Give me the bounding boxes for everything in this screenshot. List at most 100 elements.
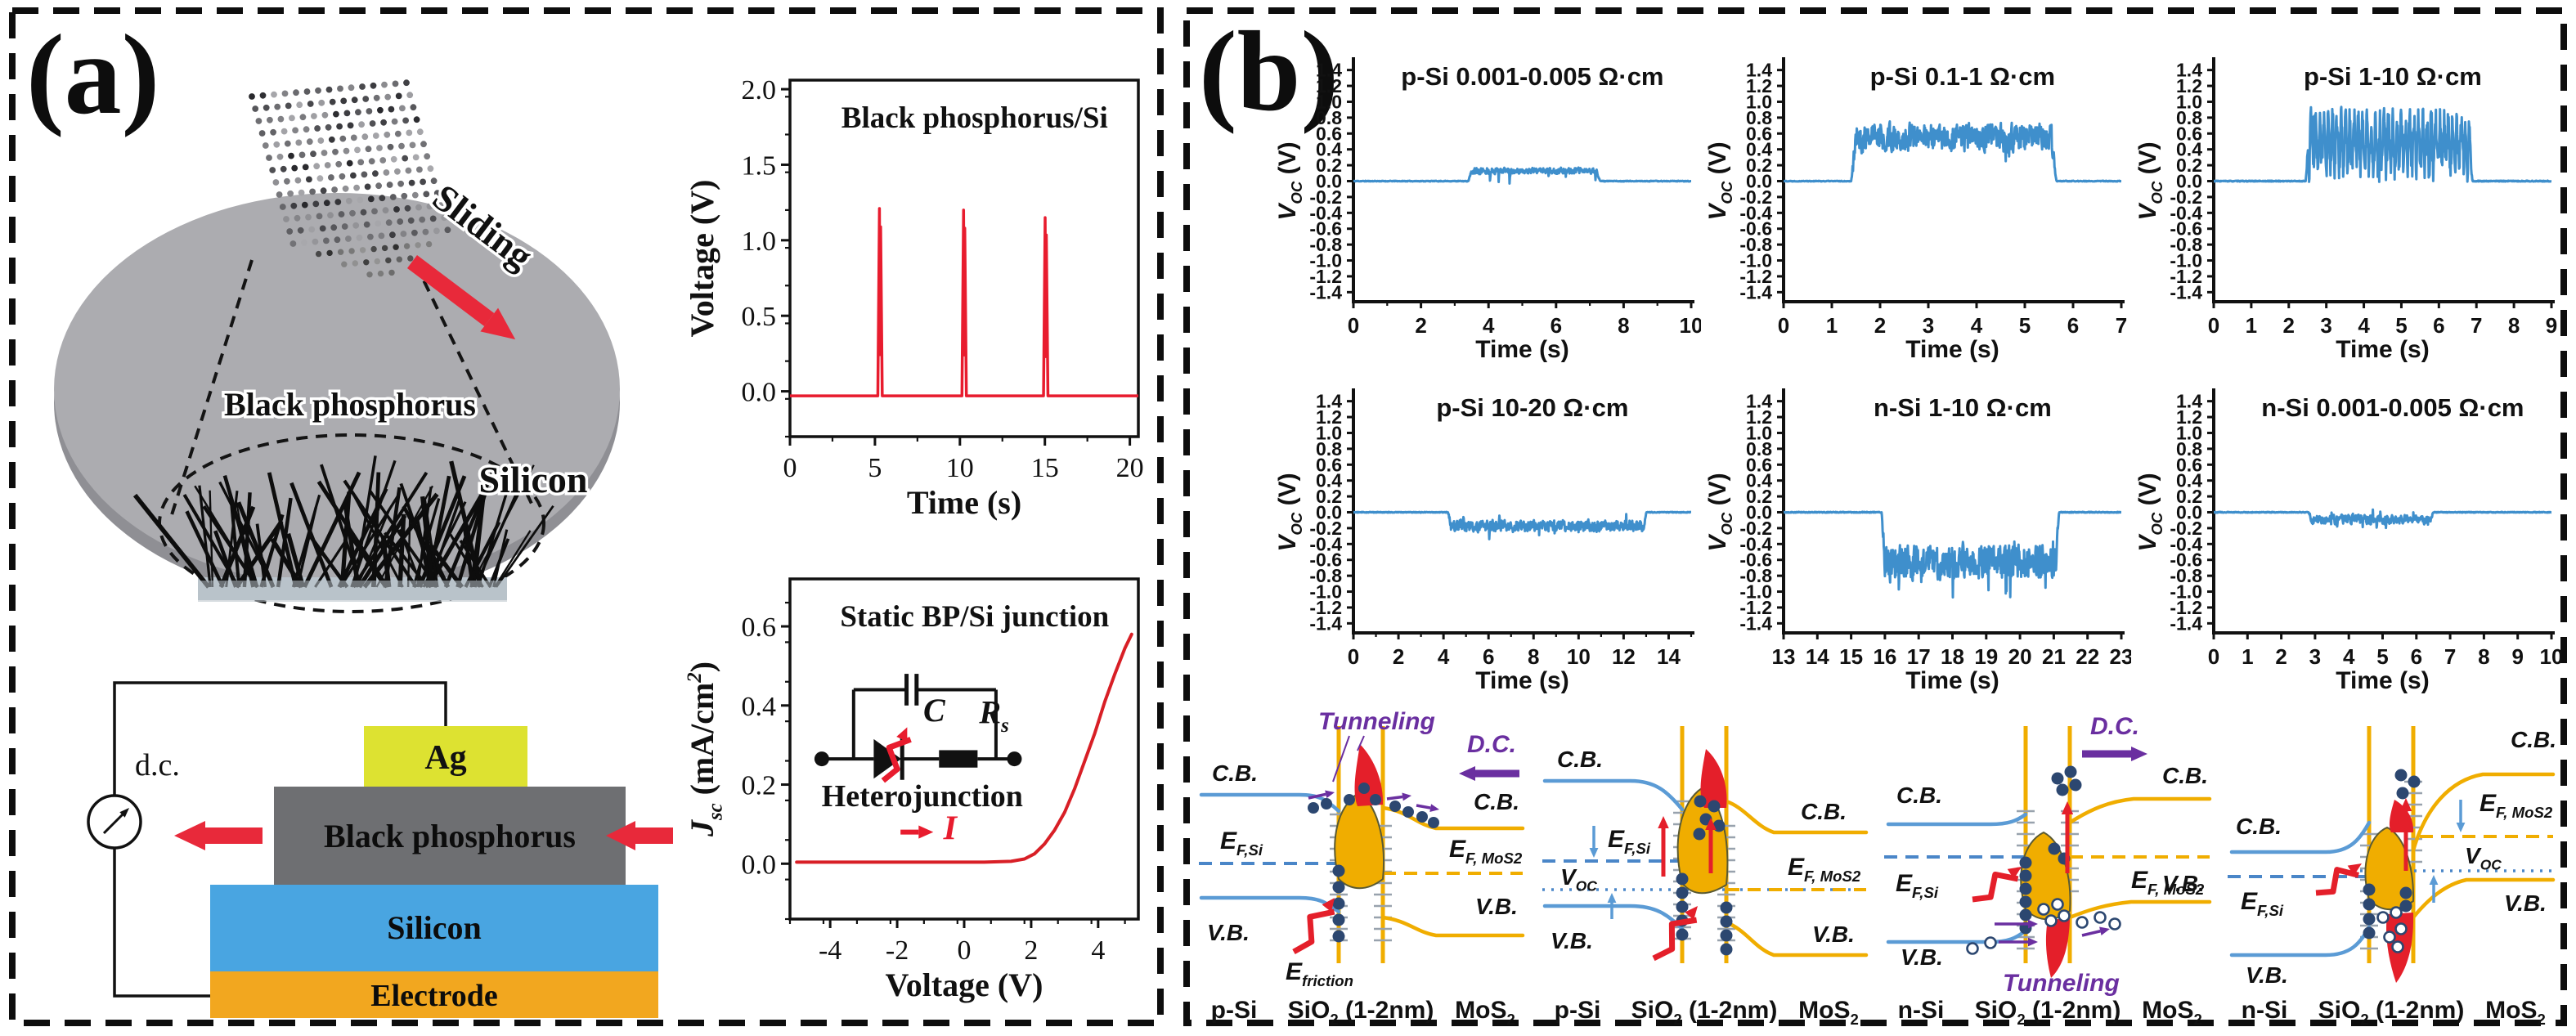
svg-text:5: 5 (2376, 644, 2388, 669)
svg-text:EF,Si: EF,Si (2241, 888, 2284, 919)
svg-text:Heterojunction: Heterojunction (822, 779, 1023, 814)
svg-text:-4: -4 (819, 935, 841, 966)
y-axis-label: VOC (V) (1706, 473, 1735, 551)
svg-text:-0.6: -0.6 (1739, 549, 1772, 571)
svg-text:MoS2: MoS2 (2142, 997, 2202, 1026)
chart-svg-p-si-0001-0005: 0 2 4 6 8 101.41.21.00.80.60.40.20.0-0.2-0.4-… (1274, 57, 1703, 363)
band-diagram-n-si-tunneling: D.C. Tunneling C.B. EF,Si V.B. C.B. EF, MoS2 V.… (1876, 703, 2218, 1028)
svg-text:Rs: Rs (978, 694, 1008, 737)
svg-text:0.0: 0.0 (2176, 502, 2202, 523)
svg-text:1.4: 1.4 (1316, 60, 1342, 81)
svg-text:1.2: 1.2 (2176, 75, 2202, 96)
svg-text:-0.2: -0.2 (1739, 518, 1772, 539)
svg-text:17: 17 (1907, 644, 1931, 669)
svg-text:7: 7 (2444, 644, 2456, 669)
chart-static-jv: -4 -2 0 2 4 0.0 0.2 0.4 0.6 Static BP/Si junction… (684, 553, 1151, 1011)
svg-text:0.0: 0.0 (2176, 171, 2202, 192)
svg-text:8: 8 (1528, 644, 1539, 669)
svg-text:0.8: 0.8 (1316, 107, 1342, 128)
svg-text:0.2: 0.2 (1316, 486, 1342, 507)
svg-text:p-Si: p-Si (1555, 997, 1601, 1024)
svg-text:V.B.: V.B. (1475, 894, 1518, 919)
svg-text:5: 5 (2019, 313, 2031, 338)
svg-text:1.0: 1.0 (1316, 422, 1342, 443)
x-axis-label: Time (s) (1475, 667, 1568, 694)
chart-p-si-0001-0005: 0 2 4 6 8 10 1.4 1.2 1.0 0.8 0.6 0.4 0.2 0.0 -0.2 -0.4-… (1274, 36, 1703, 367)
svg-text:2: 2 (1874, 313, 1886, 338)
svg-text:EF, MoS2: EF, MoS2 (1449, 836, 1523, 867)
svg-text:5: 5 (868, 453, 882, 483)
svg-text:4: 4 (2358, 313, 2370, 338)
svg-text:4: 4 (2343, 644, 2355, 669)
panel-b-label: (b) (1199, 8, 1340, 135)
svg-text:5: 5 (2395, 313, 2407, 338)
svg-text:4: 4 (1091, 935, 1105, 966)
magnifier-cone-right (414, 262, 535, 508)
svg-text:13: 13 (1772, 644, 1796, 669)
axes: 13 14 15 16 17 18 19 20 21 22 23 1.41.21.00.80.60.4… (1739, 388, 2133, 669)
svg-text:1.2: 1.2 (1316, 75, 1342, 96)
svg-text:23: 23 (2110, 644, 2131, 669)
svg-text:-1.2: -1.2 (1739, 266, 1772, 287)
sliding-arrow-left (174, 821, 263, 850)
sliding-arrow-right (606, 821, 673, 850)
svg-text:1.0: 1.0 (1746, 422, 1772, 443)
axes: 0 2 4 6 8 10 12 141.41.21.00.80.60.40.20.0-0.2-… (1309, 388, 1694, 669)
svg-text:0.6: 0.6 (1746, 454, 1772, 475)
svg-text:8: 8 (1618, 313, 1629, 338)
svg-text:2: 2 (2275, 644, 2287, 669)
svg-text:1: 1 (2246, 313, 2257, 338)
svg-text:C.B.: C.B. (2162, 763, 2208, 788)
axes: 0 2 4 6 8 101.41.21.00.80.60.40.20.0-0.2-0.4-… (1309, 57, 1703, 338)
svg-text:14: 14 (1806, 644, 1829, 669)
chart-title: p-Si 1-10 Ω·cm (2304, 62, 2482, 91)
y-axis-label: VOC (V) (1276, 473, 1305, 551)
svg-text:0: 0 (783, 453, 797, 483)
svg-text:-1.0: -1.0 (2170, 250, 2202, 271)
dc-meter-needle-head (119, 808, 129, 818)
band-diagram-svg-p2: C.B. EF,Si VOC V.B. C.B. EF, MoS2 V.B. p-Si SiO2… (1542, 726, 1869, 1028)
axes: -4 -2 0 2 4 0.0 0.2 0.4 0.6 (742, 577, 1140, 966)
bp-crystal-lattice (249, 79, 451, 278)
data-series (790, 207, 1138, 397)
svg-text:10: 10 (2540, 644, 2561, 669)
svg-text:0.0: 0.0 (742, 850, 777, 880)
x-axis-label: Time (s) (1475, 336, 1568, 363)
svg-text:-0.2: -0.2 (1309, 186, 1342, 208)
svg-text:D.C.: D.C. (1467, 731, 1516, 758)
svg-text:6: 6 (2067, 313, 2079, 338)
svg-text:0.6: 0.6 (1316, 454, 1342, 475)
svg-text:1.0: 1.0 (2176, 422, 2202, 443)
layer-si-label: Silicon (387, 909, 482, 946)
svg-text:0.0: 0.0 (1316, 171, 1342, 192)
svg-text:0.6: 0.6 (1316, 123, 1342, 144)
svg-text:C.B.: C.B. (2236, 814, 2282, 839)
chart-svg-n-si-1-10: 13 14 15 16 17 18 19 20 21 22 23 1.41.21.00.80.60.4… (1704, 388, 2133, 694)
y-axis-label: VOC (V) (2136, 473, 2165, 551)
svg-text:0.4: 0.4 (1746, 139, 1772, 160)
x-axis-label: Time (s) (1905, 667, 1999, 694)
band-diagram-svg-p1: D.C. Tunneling Efriction C.B. EF,Si V.B. C.B. E… (1199, 708, 1525, 1028)
svg-text:0.4: 0.4 (2176, 470, 2202, 491)
svg-text:-1.0: -1.0 (1309, 250, 1342, 271)
svg-text:V.B.: V.B. (2162, 871, 2205, 896)
svg-text:0.4: 0.4 (1746, 470, 1772, 491)
svg-text:-0.2: -0.2 (1309, 518, 1342, 539)
svg-text:-0.4: -0.4 (1309, 533, 1342, 554)
svg-text:1.2: 1.2 (1316, 406, 1342, 428)
svg-text:Efriction: Efriction (1286, 958, 1353, 989)
svg-text:VOC: VOC (2465, 843, 2502, 872)
svg-text:0.2: 0.2 (2176, 155, 2202, 176)
chart-svg-static-jv: -4 -2 0 2 4 0.0 0.2 0.4 0.6 Static BP/Si junction… (684, 577, 1140, 1003)
svg-text:-1.4: -1.4 (1739, 612, 1772, 634)
svg-text:16: 16 (1873, 644, 1896, 669)
svg-text:20: 20 (1116, 453, 1144, 483)
svg-text:-0.8: -0.8 (1309, 234, 1342, 255)
data-series (1784, 510, 2121, 599)
svg-text:0.8: 0.8 (1746, 438, 1772, 460)
svg-text:0.4: 0.4 (2176, 139, 2202, 160)
svg-text:-0.6: -0.6 (1309, 218, 1342, 240)
y-axis-label: VOC (V) (1706, 141, 1735, 220)
svg-text:3: 3 (2320, 313, 2331, 338)
